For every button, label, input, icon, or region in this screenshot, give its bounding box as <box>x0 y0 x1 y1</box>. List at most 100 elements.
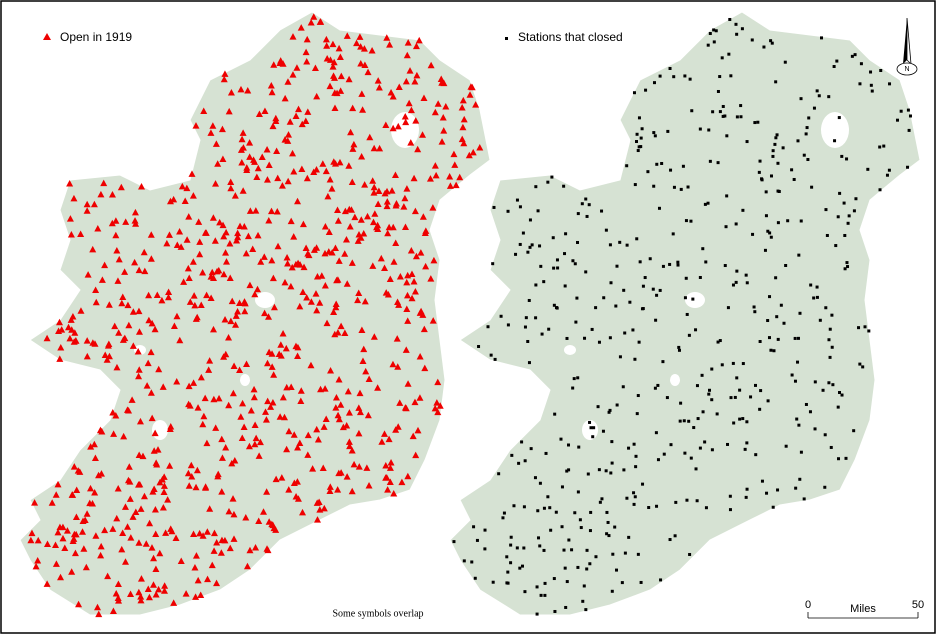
station-closed <box>505 581 509 585</box>
station-closed <box>720 363 724 367</box>
station-open <box>325 228 333 235</box>
station-open <box>276 413 284 420</box>
station-closed <box>497 472 501 476</box>
lake <box>821 112 849 148</box>
station-closed <box>718 75 722 79</box>
station-open <box>190 379 198 386</box>
station-open <box>129 308 137 315</box>
station-open <box>73 486 81 494</box>
station-closed <box>634 465 638 469</box>
station-open <box>313 244 321 251</box>
station-open <box>416 394 424 401</box>
station-closed <box>562 548 566 552</box>
station-open <box>241 307 249 315</box>
station-closed <box>760 178 764 182</box>
station-closed <box>585 567 589 571</box>
station-open <box>406 67 414 74</box>
station-open <box>238 434 246 441</box>
station-closed <box>731 283 735 287</box>
station-open <box>32 562 40 570</box>
station-open <box>150 554 158 562</box>
station-open <box>125 321 133 329</box>
station-open <box>197 591 205 599</box>
station-open <box>386 464 394 471</box>
station-closed <box>741 208 745 212</box>
station-open <box>458 103 466 111</box>
station-closed <box>604 228 608 232</box>
lake <box>685 292 705 308</box>
station-open <box>114 594 122 601</box>
station-closed <box>758 340 762 344</box>
station-open <box>124 523 132 530</box>
station-closed <box>646 170 650 174</box>
station-open <box>396 399 404 406</box>
station-closed <box>758 407 762 411</box>
station-open <box>385 223 393 231</box>
station-open <box>264 397 272 405</box>
station-open <box>129 342 137 349</box>
station-closed <box>509 535 513 539</box>
station-open <box>162 529 170 536</box>
station-open <box>412 252 420 260</box>
station-open <box>228 459 236 467</box>
station-closed <box>745 420 749 424</box>
station-closed <box>879 69 883 73</box>
station-open <box>431 162 439 169</box>
station-closed <box>623 551 627 555</box>
station-open <box>238 135 246 143</box>
station-closed <box>698 446 702 450</box>
station-open <box>54 480 62 488</box>
station-closed <box>843 267 847 271</box>
station-open <box>242 513 250 521</box>
station-closed <box>548 506 552 510</box>
station-open <box>97 542 105 550</box>
station-closed <box>555 258 559 262</box>
station-open <box>188 472 196 480</box>
station-closed <box>867 329 871 333</box>
station-open <box>192 483 200 491</box>
station-open <box>190 292 198 299</box>
station-open <box>98 276 106 283</box>
station-closed <box>830 345 834 349</box>
station-open <box>456 173 464 181</box>
station-open <box>402 118 410 126</box>
station-closed <box>537 536 541 540</box>
station-closed <box>752 305 756 309</box>
station-closed <box>518 566 522 570</box>
station-open <box>268 256 276 264</box>
station-open <box>212 424 220 431</box>
station-closed <box>762 45 766 49</box>
station-open <box>152 591 160 598</box>
station-open <box>170 195 178 203</box>
station-open <box>426 175 434 182</box>
station-open <box>395 83 403 91</box>
station-open <box>67 316 75 323</box>
station-open <box>299 508 307 516</box>
station-open <box>213 579 221 587</box>
station-closed <box>806 158 810 162</box>
station-closed <box>741 362 745 366</box>
station-open <box>326 487 334 495</box>
station-open <box>217 549 225 556</box>
station-closed <box>571 386 575 390</box>
station-open <box>422 262 430 270</box>
station-closed <box>598 500 602 504</box>
station-open <box>183 236 191 243</box>
station-open <box>386 478 394 485</box>
station-open <box>192 593 200 600</box>
station-closed <box>623 331 627 335</box>
station-open <box>242 249 250 257</box>
station-closed <box>491 580 495 584</box>
station-closed <box>580 202 584 206</box>
station-open <box>215 394 223 402</box>
station-open <box>355 463 363 470</box>
station-open <box>437 75 445 83</box>
station-open <box>293 64 301 71</box>
station-open <box>288 263 296 271</box>
station-closed <box>852 209 856 213</box>
station-closed <box>585 548 589 552</box>
station-open <box>218 488 226 495</box>
station-open <box>59 523 67 531</box>
station-closed <box>543 581 547 585</box>
